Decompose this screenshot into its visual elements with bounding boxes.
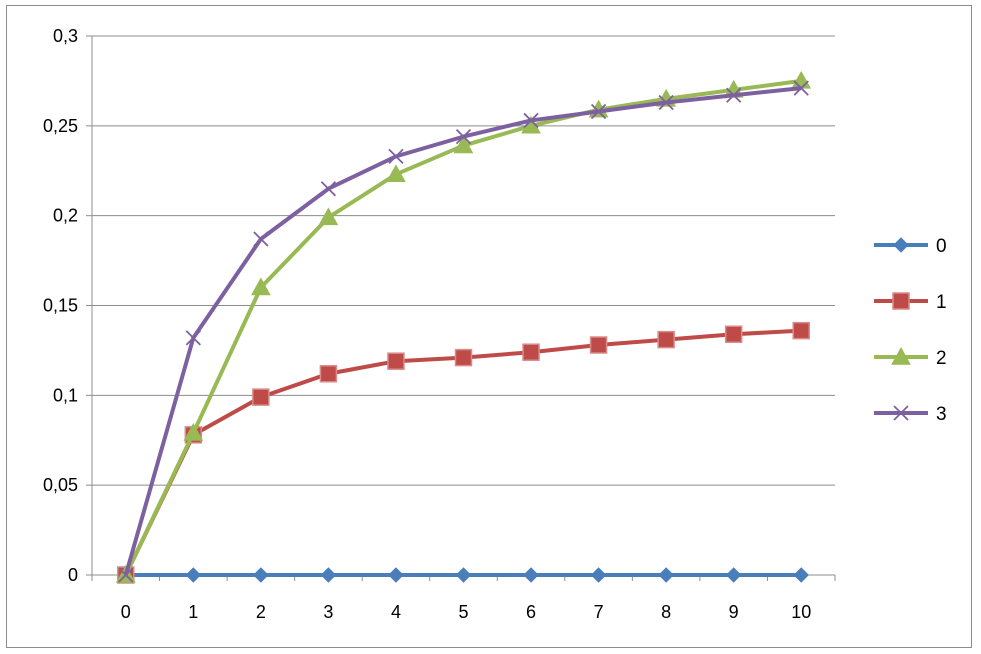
x-tick-label-3: 3 [323, 602, 333, 622]
point-s3-x2 [253, 231, 269, 247]
x-axis-ticks: 0 1 2 3 4 5 6 7 8 9 10 [91, 575, 836, 622]
y-tick-label-1: 0,05 [43, 475, 78, 495]
x-tick-label-1: 1 [188, 602, 198, 622]
point-s2-x2 [251, 277, 271, 296]
legend-marker-0 [893, 237, 909, 253]
y-tick-label-2: 0,1 [53, 385, 78, 405]
point-s0-x5 [455, 567, 472, 583]
x-tick-label-7: 7 [594, 602, 604, 622]
series-line-2 [123, 78, 802, 576]
legend-marker-1 [892, 292, 910, 310]
x-tick-label-2: 2 [256, 602, 266, 622]
gridlines [92, 35, 835, 486]
series-line-1 [123, 328, 802, 576]
series-line-3 [123, 86, 802, 576]
point-s0-x6 [523, 567, 539, 583]
point-s1-x7 [589, 336, 608, 354]
point-s3-x5 [455, 128, 472, 145]
series-0 [118, 567, 809, 583]
x-tick-label-4: 4 [391, 602, 401, 622]
point-s0-x2 [253, 567, 269, 583]
x-tick-label-0: 0 [121, 602, 131, 622]
point-s2-x3 [318, 207, 339, 226]
y-tick-label-4: 0,2 [53, 206, 78, 226]
point-s3-x4 [388, 148, 404, 165]
point-s1-x10 [792, 321, 810, 340]
legend-item-1: 1 [874, 292, 947, 313]
point-s0-x10 [793, 567, 809, 583]
legend-label-1: 1 [936, 292, 947, 313]
point-s3-x8 [658, 94, 674, 111]
point-s0-x7 [590, 567, 607, 583]
legend-marker-2 [891, 346, 911, 365]
x-tick-label-10: 10 [791, 602, 811, 622]
y-tick-label-3: 0,15 [43, 296, 78, 316]
point-s3-x7 [590, 103, 607, 120]
point-s1-x4 [387, 352, 405, 370]
point-s3-x9 [726, 87, 742, 103]
point-s0-x3 [320, 567, 337, 583]
series-group [115, 70, 812, 584]
legend-item-0: 0 [874, 236, 947, 257]
y-tick-label-6: 0,3 [53, 26, 78, 46]
chart-frame [6, 5, 972, 648]
point-s2-x5 [453, 135, 474, 154]
legend-label-3: 3 [936, 404, 947, 425]
x-tick-label-9: 9 [729, 602, 739, 622]
point-s2-x4 [386, 164, 406, 183]
point-s3-x10 [793, 80, 809, 96]
point-s0-x8 [658, 567, 674, 583]
point-s1-x5 [454, 348, 473, 367]
point-s3-x3 [320, 181, 337, 197]
legend: 0 1 2 3 [874, 236, 947, 425]
point-s2-x1 [183, 423, 204, 441]
point-s3-x1 [185, 330, 201, 346]
point-s1-x2 [252, 388, 270, 406]
point-s0-x1 [185, 567, 202, 583]
point-s3-x6 [523, 112, 539, 129]
point-s3-x0 [118, 567, 134, 583]
y-tick-label-5: 0,25 [43, 116, 78, 136]
legend-label-0: 0 [936, 236, 947, 257]
point-s1-x3 [319, 365, 338, 383]
legend-marker-3 [893, 405, 909, 421]
point-s1-x8 [657, 330, 675, 349]
point-s1-x6 [522, 343, 540, 361]
y-tick-label-0: 0 [68, 565, 78, 585]
legend-item-3: 3 [874, 404, 947, 425]
point-s1-x9 [724, 325, 743, 343]
legend-label-2: 2 [936, 348, 947, 369]
series-3 [118, 80, 809, 583]
series-1 [117, 321, 810, 584]
legend-item-2: 2 [874, 346, 947, 369]
x-tick-label-5: 5 [458, 602, 468, 622]
x-tick-label-6: 6 [526, 602, 536, 622]
point-s0-x4 [388, 567, 404, 583]
point-s0-x9 [725, 567, 742, 583]
x-tick-label-8: 8 [661, 602, 671, 622]
series-2 [115, 70, 812, 583]
y-axis-ticks: 0 0,05 0,1 0,15 0,2 0,25 0,3 [43, 26, 92, 585]
